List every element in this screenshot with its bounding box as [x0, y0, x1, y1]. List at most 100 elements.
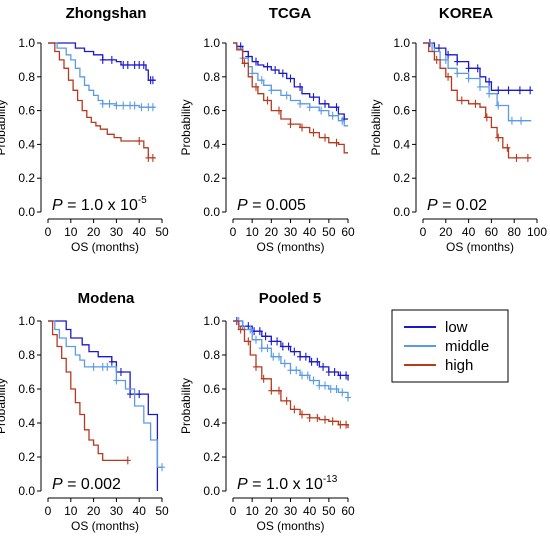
censor-mark-low	[279, 69, 286, 78]
x-tick-label: 0	[230, 225, 237, 239]
censor-mark-middle	[106, 99, 113, 108]
censor-mark-high	[276, 106, 282, 115]
censor-mark-low	[495, 86, 502, 95]
y-tick-label: 0.4	[18, 416, 35, 430]
censor-mark-high	[322, 415, 328, 424]
y-axis-label: Probability	[179, 378, 193, 434]
censor-mark-low	[274, 337, 281, 346]
censor-mark-high	[504, 143, 511, 152]
censor-mark-high	[310, 128, 317, 137]
x-tick-label: 40	[462, 225, 476, 239]
censor-mark-high	[237, 325, 244, 334]
y-tick-label: 0.0	[18, 205, 35, 219]
censor-mark-high	[260, 374, 267, 383]
censor-mark-low	[308, 357, 315, 366]
censor-mark-low	[253, 57, 259, 66]
censor-mark-low	[124, 60, 131, 69]
x-tick-label: 0	[230, 504, 237, 518]
censor-mark-low	[291, 347, 298, 356]
censor-mark-middle	[465, 74, 472, 83]
censor-mark-middle	[495, 101, 502, 110]
y-tick-label: 0.2	[18, 171, 35, 185]
x-tick-label: 60	[485, 225, 499, 239]
censor-mark-middle	[299, 371, 305, 380]
chart-title: TCGA	[269, 5, 312, 22]
censor-mark-middle	[247, 325, 254, 334]
y-tick-label: 0.4	[203, 137, 220, 151]
p-value-text: = 0.02	[438, 197, 487, 214]
p-value-text: = 1.0 x 10	[63, 197, 138, 214]
censor-mark-middle	[322, 381, 328, 390]
x-tick-label: 10	[64, 504, 78, 518]
x-tick-label: 30	[284, 225, 298, 239]
censor-mark-middle	[327, 385, 334, 393]
censor-mark-high	[268, 386, 275, 395]
x-tick-label: 0	[45, 504, 52, 518]
y-tick-label: 0.2	[203, 171, 220, 185]
p-value: P = 0.002	[52, 476, 121, 493]
p-value-symbol: P	[427, 197, 438, 214]
p-value-text: = 0.005	[248, 197, 306, 214]
y-tick-label: 0.8	[18, 70, 35, 84]
censor-mark-low	[268, 337, 275, 346]
censor-mark-low	[149, 76, 156, 85]
censor-mark-high	[343, 420, 350, 429]
censor-mark-middle	[297, 99, 304, 108]
censor-mark-middle	[442, 55, 449, 64]
censor-mark-low	[279, 342, 286, 351]
p-value-symbol: P	[52, 476, 63, 493]
censor-mark-low	[297, 352, 304, 361]
x-tick-label: 0	[45, 225, 52, 239]
censor-mark-middle	[268, 86, 275, 95]
censor-mark-low	[343, 371, 350, 380]
censor-mark-low	[264, 62, 271, 71]
censor-mark-middle	[287, 366, 294, 375]
legend-label-middle: middle	[445, 338, 489, 355]
censor-mark-high	[314, 413, 321, 422]
censor-mark-high	[253, 82, 259, 91]
censor-mark-middle	[293, 366, 300, 375]
censor-mark-middle	[264, 344, 271, 353]
x-tick-label: 10	[245, 225, 259, 239]
panel-zhongshan: Zhongshan 0 10 20 30 40 50 0.0 0.2 0.4 0.6 0.8 1.0 OS…	[0, 5, 169, 254]
x-tick-label: 50	[155, 504, 169, 518]
y-tick-label: 1.0	[18, 314, 35, 328]
censor-mark-middle	[333, 385, 340, 393]
censor-mark-middle	[113, 376, 120, 385]
y-tick-label: 1.0	[203, 314, 220, 328]
censor-mark-high	[276, 386, 282, 395]
censor-mark-low	[108, 357, 115, 366]
censor-mark-high	[149, 153, 156, 162]
y-axis-label: Probability	[0, 99, 8, 155]
x-tick-label: 30	[110, 504, 124, 518]
x-tick-label: 50	[155, 225, 169, 239]
censor-mark-middle	[138, 103, 145, 112]
censor-mark-middle	[258, 344, 265, 353]
x-tick-label: 50	[322, 225, 336, 239]
y-tick-label: 0.6	[393, 104, 410, 118]
p-value-symbol: P	[237, 197, 248, 214]
censor-mark-high	[333, 138, 340, 147]
censor-mark-middle	[159, 463, 165, 472]
panel-pooled-5: Pooled 5 0 10 20 30 40 50 60 0.0 0.2 0.4 0.6 0.8 1.0 O…	[179, 290, 355, 533]
censor-mark-middle	[310, 376, 317, 385]
p-value: P = 1.0 x 10-13	[237, 474, 338, 493]
p-value-text: = 0.002	[63, 476, 121, 493]
censor-mark-high	[136, 137, 143, 146]
series-line-high	[48, 42, 156, 159]
x-tick-label: 40	[303, 225, 317, 239]
censor-mark-high	[433, 55, 440, 64]
y-tick-label: 0.6	[18, 382, 35, 396]
censor-mark-low	[136, 390, 143, 399]
censor-mark-middle	[90, 362, 97, 371]
censor-mark-high	[283, 396, 290, 405]
panel-modena: Modena 0 10 20 30 40 50 0.0 0.2 0.4 0.6 0.8 1.0 OS (m…	[0, 290, 169, 533]
chart-title: Modena	[78, 290, 135, 307]
y-tick-label: 0.6	[18, 104, 35, 118]
legend-label-high: high	[445, 357, 473, 374]
censor-mark-middle	[104, 362, 111, 371]
y-tick-label: 0.0	[18, 484, 35, 498]
panel-korea: KOREA 0 20 40 60 80 100 0.0 0.2 0.4 0.6 0.8 1.0 OS (m…	[369, 5, 547, 254]
censor-mark-low	[99, 55, 106, 64]
censor-mark-middle	[283, 91, 290, 100]
